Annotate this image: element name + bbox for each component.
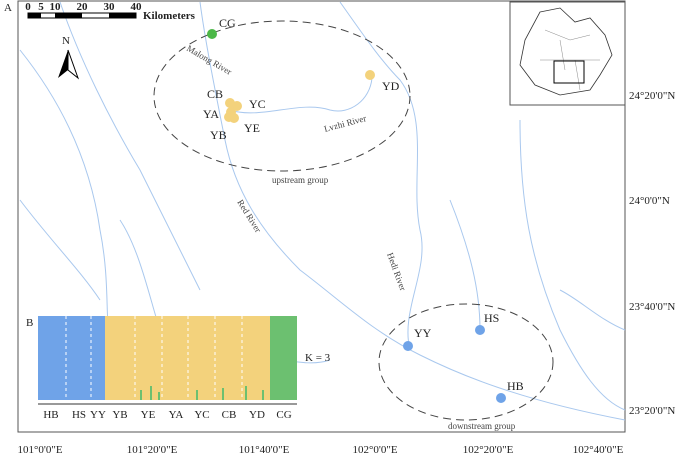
lon-label: 102°40'0"E [573, 444, 624, 456]
population-label: YE [141, 409, 156, 421]
population-label: YB [112, 409, 127, 421]
scale-label: 20 [77, 1, 89, 13]
population-label: CB [222, 409, 237, 421]
cluster-block [38, 316, 105, 400]
scale-unit: Kilometers [143, 10, 196, 22]
lon-label: 101°0'0"E [17, 444, 62, 456]
downstream-ellipse [378, 303, 554, 421]
lon-label: 102°0'0"E [352, 444, 397, 456]
site-label: YE [244, 121, 260, 135]
cluster-block [270, 316, 297, 400]
population-label: HB [43, 409, 58, 421]
population-separators [65, 316, 243, 400]
sites: CG YD CB YC YA YE YB HS YY HB [203, 16, 524, 403]
scale-label: 10 [50, 1, 62, 13]
lon-label: 101°20'0"E [127, 444, 178, 456]
scale-bar: 0 5 10 20 30 40 Kilometers [25, 1, 195, 22]
lat-label: 23°40'0"N [629, 301, 675, 313]
population-label: HS [72, 409, 86, 421]
scale-label: 30 [104, 1, 116, 13]
latitude-labels: 24°20'0"N 24°0'0"N 23°40'0"N 23°20'0"N [629, 90, 675, 417]
site-label: HB [507, 379, 524, 393]
site-marker [475, 325, 485, 335]
population-label: CG [276, 409, 291, 421]
site-label: YC [249, 97, 266, 111]
population-label: YD [249, 409, 265, 421]
site-marker [224, 112, 234, 122]
population-label: YY [90, 409, 106, 421]
group-label: upstream group [272, 175, 329, 185]
panel-label: B [26, 317, 33, 329]
site-marker [365, 70, 375, 80]
k-label: K = 3 [305, 352, 331, 364]
site-label: YD [382, 79, 400, 93]
site-label: CG [219, 16, 236, 30]
upstream-ellipse [153, 20, 411, 172]
longitude-labels: 101°0'0"E 101°20'0"E 101°40'0"E 102°0'0"… [17, 444, 623, 456]
population-label: YC [194, 409, 209, 421]
lat-label: 23°20'0"N [629, 405, 675, 417]
scale-label: 5 [38, 1, 44, 13]
site-label: HS [484, 311, 499, 325]
site-label: YB [210, 128, 227, 142]
lat-label: 24°20'0"N [629, 90, 675, 102]
admixture-slivers [140, 386, 264, 400]
scale-label: 40 [131, 1, 143, 13]
structure-plot: HB HS YY YB YE YA YC CB YD CG K = 3 [38, 316, 331, 421]
site-label: YA [203, 107, 219, 121]
site-marker [207, 29, 217, 39]
group-label: downstream group [448, 421, 516, 431]
site-label: CB [207, 87, 223, 101]
lon-label: 102°20'0"E [463, 444, 514, 456]
panel-label: A [4, 2, 12, 14]
site-marker [496, 393, 506, 403]
inset-map [509, 1, 626, 106]
north-arrow: N [58, 35, 80, 80]
site-marker [403, 341, 413, 351]
lat-label: 24°0'0"N [629, 195, 670, 207]
population-label: YA [169, 409, 184, 421]
rivers [19, 1, 626, 421]
north-label: N [62, 35, 70, 47]
lon-label: 101°40'0"E [239, 444, 290, 456]
scale-label: 0 [25, 1, 31, 13]
site-label: YY [414, 326, 432, 340]
